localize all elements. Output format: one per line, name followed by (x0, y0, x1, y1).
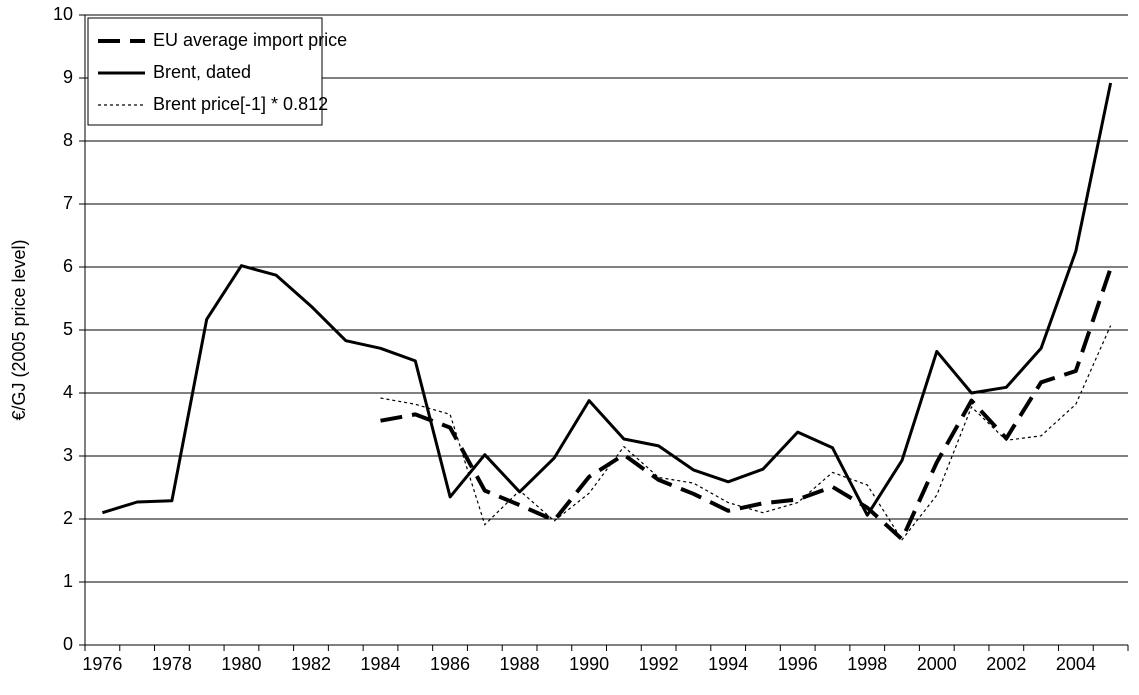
y-axis-title: €/GJ (2005 price level) (9, 239, 29, 420)
x-tick-label: 1982 (291, 654, 331, 674)
y-tick-label: 8 (63, 130, 73, 150)
legend-label: EU average import price (153, 30, 347, 50)
y-tick-label: 1 (63, 571, 73, 591)
x-tick-label: 1978 (152, 654, 192, 674)
y-tick-label: 2 (63, 508, 73, 528)
y-tick-label: 6 (63, 256, 73, 276)
x-tick-label: 1992 (639, 654, 679, 674)
y-tick-label: 10 (53, 4, 73, 24)
series-line (101, 82, 1113, 517)
x-tick-label: 1976 (82, 654, 122, 674)
x-tick-label: 1988 (500, 654, 540, 674)
legend-label: Brent, dated (153, 62, 251, 82)
x-tick-label: 1994 (708, 654, 748, 674)
series-line (380, 325, 1112, 541)
y-tick-label: 3 (63, 445, 73, 465)
y-tick-label: 5 (63, 319, 73, 339)
legend-label: Brent price[-1] * 0.812 (153, 94, 328, 114)
x-tick-label: 2000 (917, 654, 957, 674)
x-tick-label: 1990 (569, 654, 609, 674)
x-tick-label: 2004 (1056, 654, 1096, 674)
x-tick-label: 2002 (986, 654, 1026, 674)
x-tick-label: 1986 (430, 654, 470, 674)
y-tick-label: 0 (63, 634, 73, 654)
series-line (380, 267, 1113, 542)
y-tick-label: 4 (63, 382, 73, 402)
x-tick-label: 1998 (847, 654, 887, 674)
x-tick-label: 1984 (360, 654, 400, 674)
y-tick-label: 9 (63, 67, 73, 87)
x-tick-label: 1980 (221, 654, 261, 674)
x-tick-label: 1996 (778, 654, 818, 674)
y-tick-label: 7 (63, 193, 73, 213)
